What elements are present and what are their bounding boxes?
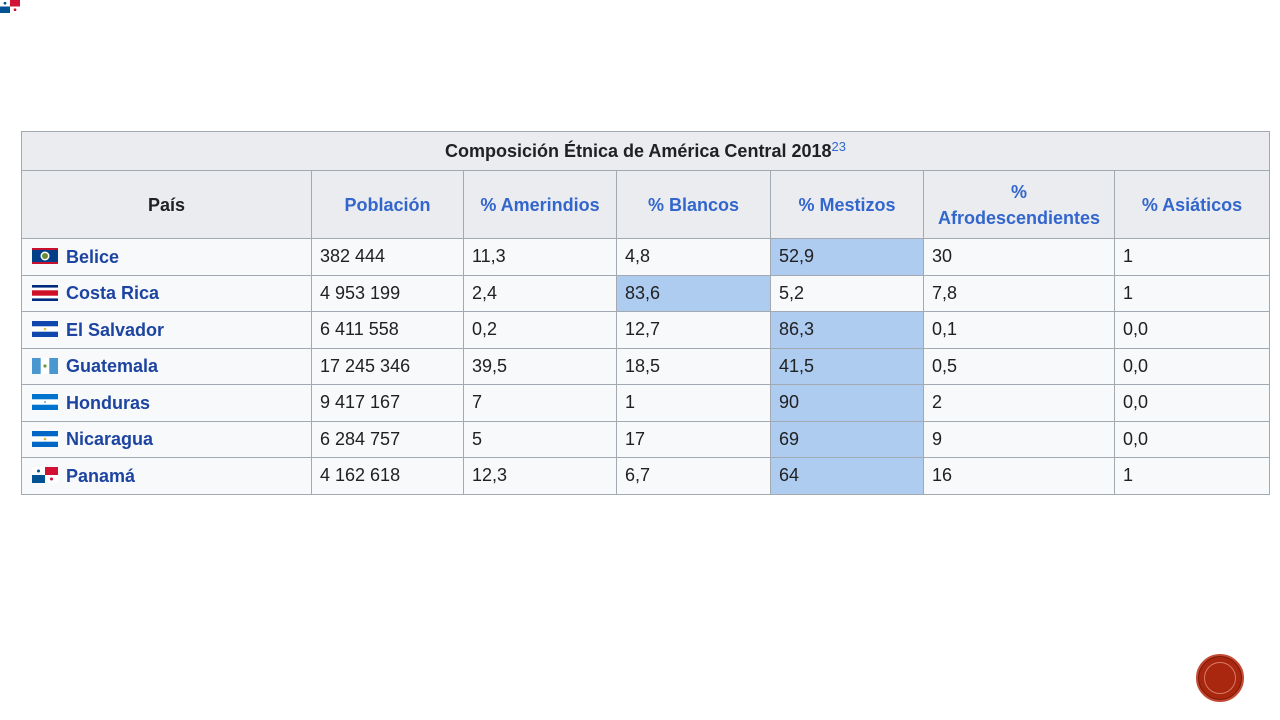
next-slide-button[interactable] (1196, 654, 1244, 702)
country-cell: Nicaragua (21, 420, 312, 458)
cell-asiaticos: 1 (1113, 274, 1271, 312)
country-link[interactable]: Nicaragua (66, 429, 154, 450)
cell-blancos: 17 (616, 420, 771, 458)
cell-poblacion: 382 444 (311, 238, 464, 276)
cell-poblacion: 6 411 558 (311, 311, 464, 349)
nicaragua-flag-icon[interactable] (32, 430, 58, 447)
cell-amerindios: 11,3 (463, 238, 617, 276)
cell-blancos: 1 (616, 384, 771, 422)
el-salvador-flag-icon[interactable] (32, 321, 58, 338)
column-header-poblacion[interactable]: Población (311, 170, 464, 239)
column-header-afrodescendientes[interactable]: % Afrodescendientes (923, 170, 1115, 239)
ethnic-composition-table-wrapper: Composición Étnica de América Central 20… (20, 131, 1271, 495)
cell-poblacion: 6 284 757 (311, 420, 464, 458)
table-row: Honduras 9 417 167 7 1 90 2 0,0 (21, 384, 1271, 422)
cell-amerindios: 12,3 (463, 457, 617, 495)
table-row: Belice 382 444 11,3 4,8 52,9 30 1 (21, 238, 1271, 276)
country-cell: El Salvador (21, 311, 312, 349)
cell-afro: 7,8 (923, 274, 1115, 312)
cell-amerindios: 7 (463, 384, 617, 422)
country-link[interactable]: Guatemala (66, 356, 159, 377)
table-row: Panamá 4 162 618 12,3 6,7 64 16 1 (21, 457, 1271, 495)
country-link[interactable]: Panamá (66, 465, 136, 486)
cell-blancos: 18,5 (616, 347, 771, 385)
country-link[interactable]: Honduras (66, 392, 151, 413)
belize-flag-icon[interactable] (32, 248, 58, 265)
cell-mestizos: 64 (770, 457, 924, 495)
cell-asiaticos: 0,0 (1113, 311, 1271, 349)
table-title: Composición Étnica de América Central 20… (20, 131, 1271, 171)
column-header-mestizos[interactable]: % Mestizos (770, 170, 924, 239)
cell-afro: 9 (923, 420, 1115, 458)
reference-link[interactable]: 23 (831, 139, 846, 154)
cell-mestizos: 41,5 (770, 347, 924, 385)
ethnic-composition-table: Composición Étnica de América Central 20… (20, 131, 1271, 495)
cell-poblacion: 9 417 167 (311, 384, 464, 422)
country-cell: Belice (21, 238, 312, 276)
cell-afro: 16 (923, 457, 1115, 495)
cell-afro: 30 (923, 238, 1115, 276)
table-row: Costa Rica 4 953 199 2,4 83,6 5,2 7,8 1 (21, 274, 1271, 312)
cell-mestizos: 90 (770, 384, 924, 422)
cell-asiaticos: 0,0 (1113, 420, 1271, 458)
table-row: Nicaragua 6 284 757 5 17 69 9 0,0 (21, 420, 1271, 458)
country-cell: Costa Rica (21, 274, 312, 312)
table-title-text: Composición Étnica de América Central 20… (445, 141, 832, 161)
column-header-amerindios[interactable]: % Amerindios (463, 170, 617, 239)
cell-asiaticos: 1 (1113, 457, 1271, 495)
country-cell: Honduras (21, 384, 312, 422)
table-header-row: País Población % Amerindios % Blancos % … (21, 170, 1271, 239)
cell-mestizos: 69 (770, 420, 924, 458)
country-cell: Guatemala (21, 347, 312, 385)
country-link[interactable]: Costa Rica (66, 283, 160, 304)
table-row: Guatemala 17 245 346 39,5 18,5 41,5 0,5 0,0 (21, 347, 1271, 385)
country-cell: Panamá (21, 457, 312, 495)
cell-amerindios: 2,4 (463, 274, 617, 312)
country-link[interactable]: El Salvador (66, 319, 165, 340)
cell-afro: 0,1 (923, 311, 1115, 349)
cell-amerindios: 0,2 (463, 311, 617, 349)
cell-afro: 0,5 (923, 347, 1115, 385)
cell-blancos: 83,6 (616, 274, 771, 312)
cell-poblacion: 4 953 199 (311, 274, 464, 312)
cell-blancos: 12,7 (616, 311, 771, 349)
cell-poblacion: 4 162 618 (311, 457, 464, 495)
panama-flag-icon (0, 0, 20, 13)
column-header-blancos[interactable]: % Blancos (616, 170, 771, 239)
honduras-flag-icon[interactable] (32, 394, 58, 411)
cell-asiaticos: 0,0 (1113, 347, 1271, 385)
country-link[interactable]: Belice (66, 246, 120, 267)
cell-poblacion: 17 245 346 (311, 347, 464, 385)
costa-rica-flag-icon[interactable] (32, 284, 58, 301)
cell-amerindios: 39,5 (463, 347, 617, 385)
cell-mestizos: 5,2 (770, 274, 924, 312)
table-body: Belice 382 444 11,3 4,8 52,9 30 1 Costa Rica 4 9… (21, 238, 1271, 495)
cell-blancos: 6,7 (616, 457, 771, 495)
panama-flag-icon[interactable] (32, 467, 58, 484)
cell-blancos: 4,8 (616, 238, 771, 276)
cell-mestizos: 52,9 (770, 238, 924, 276)
table-row: El Salvador 6 411 558 0,2 12,7 86,3 0,1 0,0 (21, 311, 1271, 349)
cell-amerindios: 5 (463, 420, 617, 458)
guatemala-flag-icon[interactable] (32, 357, 58, 374)
column-header-asiaticos[interactable]: % Asiáticos (1113, 170, 1271, 239)
column-header-pais: País (21, 170, 312, 239)
cell-afro: 2 (923, 384, 1115, 422)
cell-asiaticos: 0,0 (1113, 384, 1271, 422)
cell-asiaticos: 1 (1113, 238, 1271, 276)
cell-mestizos: 86,3 (770, 311, 924, 349)
